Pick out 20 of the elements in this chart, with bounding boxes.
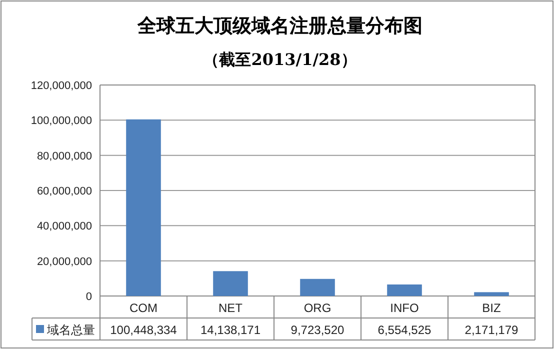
y-tick-label: 120,000,000: [30, 80, 92, 92]
data-label: 9,723,520: [290, 323, 345, 337]
x-tick-label: INFO: [390, 301, 419, 315]
data-label: 100,448,334: [110, 323, 178, 337]
y-tick-label: 80,000,000: [36, 150, 92, 162]
y-tick-label: 20,000,000: [36, 256, 92, 268]
y-tick-label: 100,000,000: [30, 115, 92, 128]
y-tick-label: 0: [86, 291, 92, 303]
y-tick-label: 40,000,000: [36, 220, 92, 233]
x-tick-label: COM: [130, 301, 158, 315]
y-tick-label: 60,000,000: [36, 186, 92, 198]
chart-subtitle: （截至2013/1/28）: [203, 50, 357, 69]
data-label: 6,554,525: [378, 323, 432, 337]
x-tick-label: NET: [218, 301, 244, 315]
legend-label: 域名总量: [46, 323, 95, 337]
x-tick-label: BIZ: [482, 301, 501, 315]
x-tick-label: ORG: [304, 301, 332, 315]
data-label: 2,171,179: [464, 323, 519, 337]
chart-title: 全球五大顶级域名注册总量分布图: [136, 15, 422, 37]
data-label: 14,138,171: [200, 323, 261, 337]
